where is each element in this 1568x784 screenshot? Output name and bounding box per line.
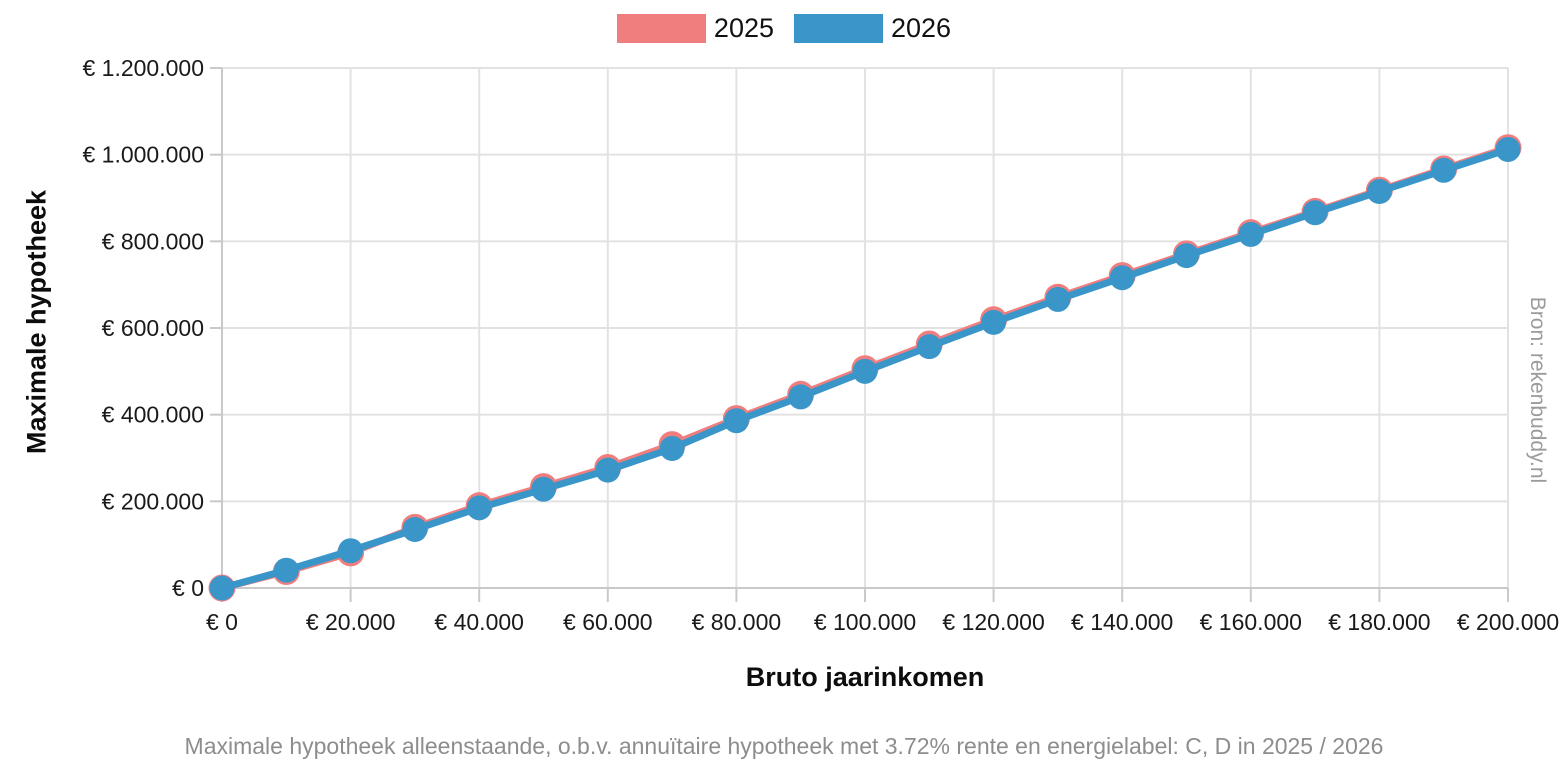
x-tick-label: € 140.000 <box>1071 609 1173 635</box>
legend-item-2025[interactable]: 2025 <box>616 13 774 43</box>
data-point-2026 <box>209 575 235 601</box>
legend-label-2025: 2025 <box>713 13 774 43</box>
x-tick-label: € 160.000 <box>1200 609 1302 635</box>
data-point-2026 <box>1109 265 1135 291</box>
y-tick-label: € 200.000 <box>102 488 204 514</box>
legend-swatch-2026 <box>794 14 883 43</box>
data-point-2026 <box>1174 243 1199 269</box>
legend-item-2026[interactable]: 2026 <box>794 14 951 43</box>
data-point-2026 <box>338 538 364 564</box>
data-point-2026 <box>788 384 814 410</box>
data-point-2026 <box>1045 286 1071 312</box>
data-point-2026 <box>659 435 685 461</box>
data-point-2026 <box>466 495 492 521</box>
data-point-2026 <box>916 334 942 360</box>
data-point-2026 <box>1302 200 1328 226</box>
x-tick-label: € 180.000 <box>1328 609 1430 635</box>
legend: 2025 2026 <box>0 14 1568 43</box>
x-tick-label: € 120.000 <box>942 609 1044 635</box>
data-point-2026 <box>273 557 299 583</box>
data-point-2026 <box>723 408 749 434</box>
data-point-2026 <box>1495 136 1521 162</box>
data-point-2026 <box>402 517 428 542</box>
data-point-2026 <box>1431 157 1457 183</box>
data-point-2026 <box>1238 221 1264 247</box>
y-tick-label: € 400.000 <box>102 402 204 428</box>
data-point-2026 <box>531 476 556 502</box>
y-tick-label: € 600.000 <box>102 315 204 341</box>
y-tick-label: € 0 <box>172 575 204 601</box>
x-tick-label: € 20.000 <box>306 609 396 635</box>
chart-caption: Maximale hypotheek alleenstaande, o.b.v.… <box>184 733 1384 759</box>
y-axis-title: Maximale hypotheek <box>21 189 52 455</box>
data-point-2026 <box>852 358 878 384</box>
legend-swatch-2025 <box>616 14 706 43</box>
data-point-2026 <box>1366 179 1392 204</box>
x-tick-label: € 60.000 <box>563 609 653 635</box>
x-tick-label: € 200.000 <box>1457 609 1559 635</box>
y-tick-label: € 1.200.000 <box>82 55 204 81</box>
x-tick-label: € 0 <box>206 609 238 635</box>
x-tick-label: € 100.000 <box>814 609 916 635</box>
y-tick-label: € 1.000.000 <box>82 142 204 168</box>
x-tick-label: € 40.000 <box>434 609 524 635</box>
source-attribution: Bron: rekenbuddy.nl <box>1526 296 1549 484</box>
legend-label-2026: 2026 <box>891 13 952 43</box>
data-point-2026 <box>981 309 1007 335</box>
data-point-2026 <box>595 457 621 483</box>
y-tick-label: € 800.000 <box>102 228 204 254</box>
x-tick-label: € 80.000 <box>692 609 782 635</box>
x-axis-title: Bruto jaarinkomen <box>745 662 985 692</box>
